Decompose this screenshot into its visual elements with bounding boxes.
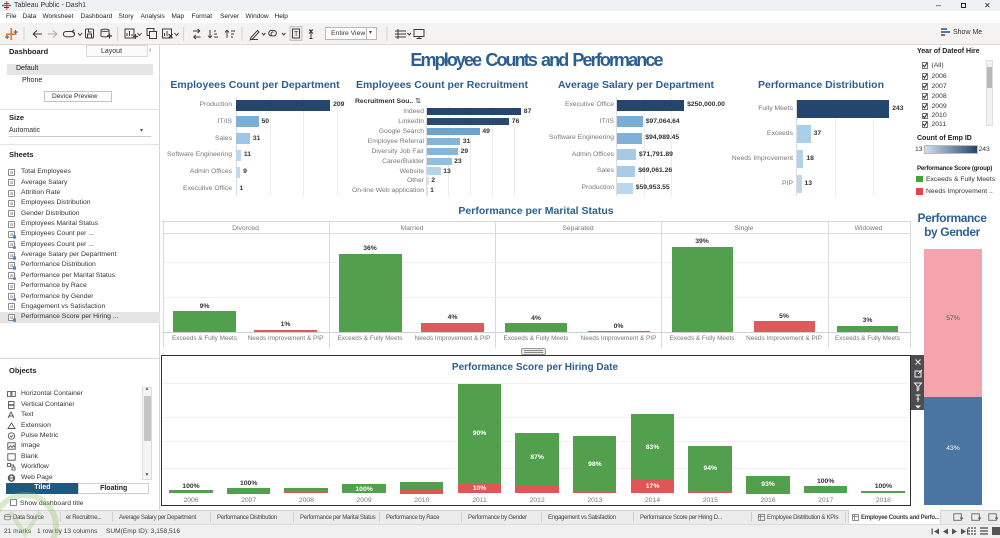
svg-text:T: T (294, 31, 299, 38)
